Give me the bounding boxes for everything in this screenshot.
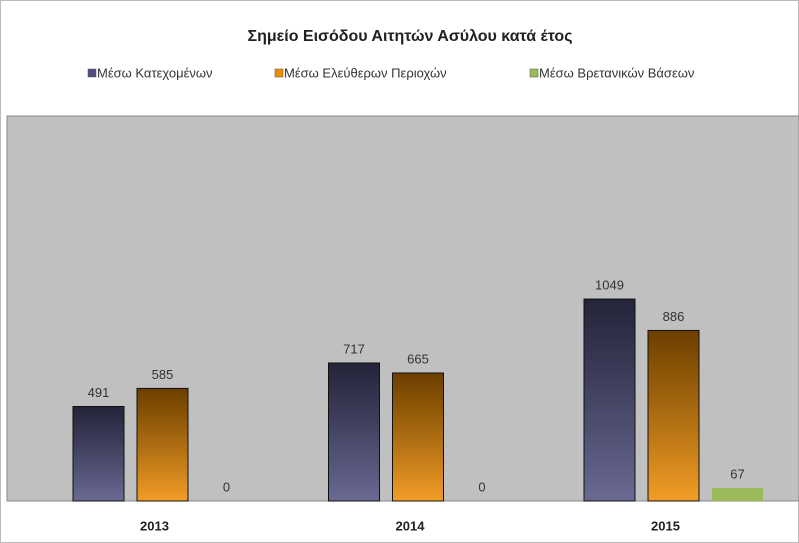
legend-label: Μέσω Βρετανικών Βάσεων (539, 65, 694, 80)
x-tick-label: 2013 (140, 518, 169, 533)
value-label: 886 (663, 309, 685, 324)
value-label: 665 (407, 351, 429, 366)
x-tick-label: 2014 (396, 518, 426, 533)
value-label: 585 (152, 367, 174, 382)
legend-swatch (529, 68, 539, 78)
value-label: 1049 (595, 278, 624, 293)
legend-swatch (87, 68, 97, 78)
bar (136, 387, 189, 502)
value-label: 491 (88, 385, 110, 400)
value-label: 0 (478, 479, 485, 494)
chart-title: Σημείο Εισόδου Αιτητών Ασύλου κατά έτος (247, 28, 572, 45)
bar (72, 405, 125, 502)
bar (392, 372, 444, 502)
x-tick-label: 2015 (651, 518, 680, 533)
bar (712, 488, 763, 501)
bar (647, 329, 700, 502)
value-label: 67 (730, 467, 744, 482)
legend-swatch (274, 68, 284, 78)
bar (328, 362, 380, 502)
value-label: 717 (343, 341, 365, 356)
legend-label: Μέσω Κατεχομένων (97, 65, 213, 80)
legend-label: Μέσω Ελεύθερων Περιοχών (284, 65, 447, 80)
bar (583, 298, 636, 502)
value-label: 0 (223, 479, 230, 494)
